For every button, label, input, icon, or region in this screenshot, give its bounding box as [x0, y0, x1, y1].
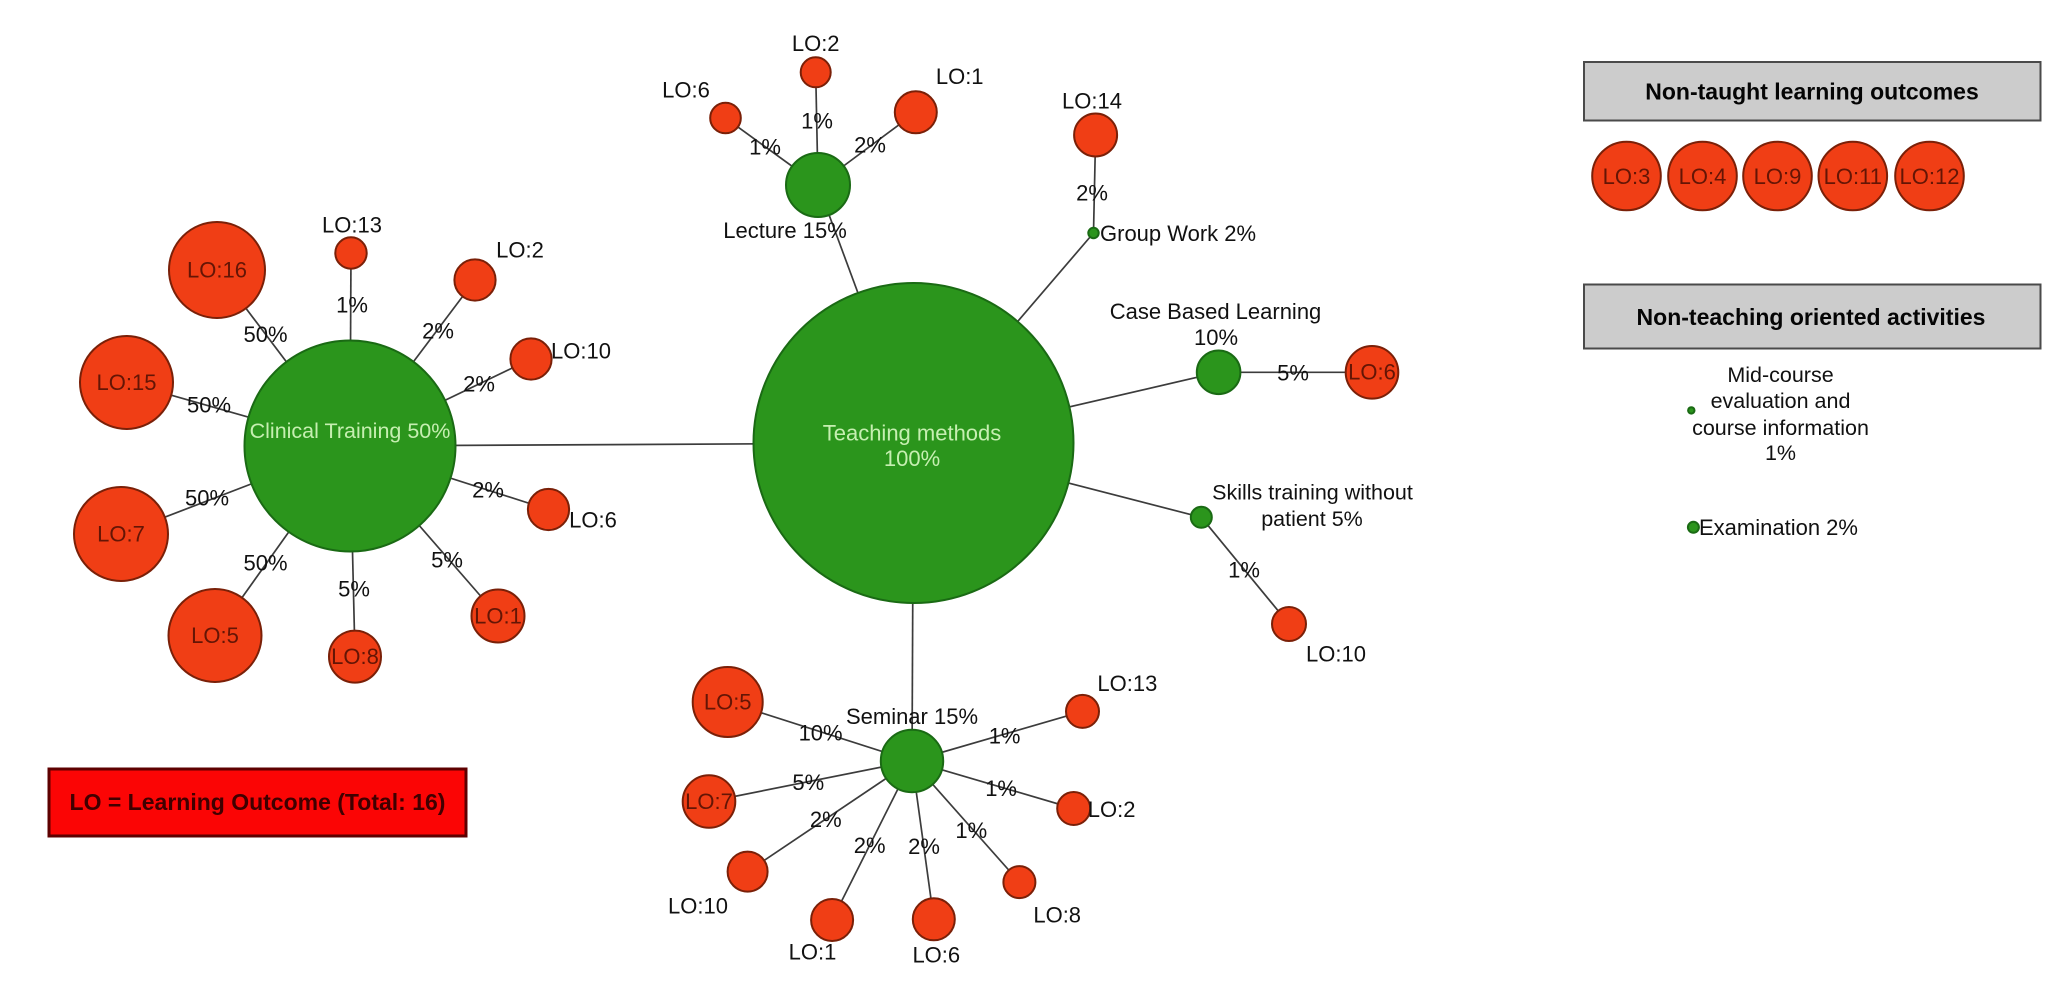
svg-text:LO:8: LO:8 [1033, 903, 1081, 928]
svg-text:LO:8: LO:8 [331, 644, 379, 669]
svg-text:Lecture 15%: Lecture 15% [723, 218, 847, 243]
svg-text:patient 5%: patient 5% [1261, 507, 1363, 531]
svg-text:Teaching methods: Teaching methods [823, 421, 1002, 446]
svg-text:LO:10: LO:10 [551, 339, 611, 364]
svg-text:2%: 2% [908, 834, 940, 859]
svg-text:LO:7: LO:7 [97, 522, 145, 547]
svg-text:1%: 1% [989, 724, 1021, 749]
svg-text:10%: 10% [1194, 325, 1238, 350]
svg-text:Seminar 15%: Seminar 15% [846, 704, 978, 729]
svg-text:Non-taught learning outcomes: Non-taught learning outcomes [1645, 79, 1979, 105]
svg-text:10%: 10% [799, 721, 843, 746]
svg-text:Examination 2%: Examination 2% [1699, 515, 1858, 540]
svg-text:Mid-course: Mid-course [1727, 363, 1833, 387]
svg-text:Clinical Training 50%: Clinical Training 50% [250, 419, 451, 443]
svg-text:1%: 1% [1228, 558, 1260, 583]
svg-text:2%: 2% [810, 807, 842, 832]
svg-text:1%: 1% [1765, 441, 1796, 465]
svg-text:LO:7: LO:7 [685, 789, 733, 814]
svg-text:50%: 50% [187, 393, 231, 418]
svg-text:LO:12: LO:12 [1900, 164, 1960, 189]
svg-text:LO:11: LO:11 [1824, 164, 1882, 189]
svg-text:evaluation and: evaluation and [1711, 389, 1851, 413]
svg-text:LO:1: LO:1 [789, 940, 837, 965]
svg-text:5%: 5% [431, 548, 463, 573]
svg-text:LO:4: LO:4 [1679, 164, 1727, 189]
svg-text:LO:13: LO:13 [1097, 671, 1157, 696]
svg-text:LO:10: LO:10 [668, 894, 728, 919]
svg-text:Group Work 2%: Group Work 2% [1100, 221, 1256, 246]
svg-text:LO:1: LO:1 [474, 604, 522, 629]
svg-text:1%: 1% [336, 293, 368, 318]
svg-text:50%: 50% [185, 486, 229, 511]
svg-text:LO:6: LO:6 [662, 78, 710, 103]
svg-text:LO:14: LO:14 [1062, 89, 1122, 114]
svg-text:LO:5: LO:5 [191, 623, 239, 648]
svg-text:LO:1: LO:1 [936, 64, 984, 89]
svg-text:course information: course information [1692, 416, 1869, 440]
svg-text:2%: 2% [1076, 181, 1108, 206]
svg-text:50%: 50% [243, 551, 287, 576]
svg-text:Skills training without: Skills training without [1212, 481, 1413, 505]
svg-text:100%: 100% [884, 446, 940, 471]
svg-text:LO:10: LO:10 [1306, 642, 1366, 667]
svg-text:1%: 1% [955, 818, 987, 843]
svg-text:LO:16: LO:16 [187, 258, 247, 283]
svg-text:LO:2: LO:2 [792, 31, 840, 56]
svg-text:LO:6: LO:6 [1348, 360, 1396, 385]
svg-text:Case Based Learning: Case Based Learning [1110, 299, 1322, 324]
svg-text:LO:3: LO:3 [1603, 164, 1651, 189]
svg-text:LO:2: LO:2 [496, 238, 544, 263]
svg-text:LO:6: LO:6 [569, 508, 617, 533]
svg-text:LO:6: LO:6 [912, 943, 960, 968]
svg-text:Non-teaching oriented activiti: Non-teaching oriented activities [1637, 304, 1986, 330]
svg-text:LO = Learning Outcome (Total:: LO = Learning Outcome (Total: 16) [70, 789, 446, 815]
svg-text:LO:9: LO:9 [1754, 164, 1802, 189]
svg-text:2%: 2% [472, 478, 504, 503]
svg-text:2%: 2% [422, 319, 454, 344]
svg-text:LO:2: LO:2 [1088, 797, 1136, 822]
svg-text:5%: 5% [1277, 361, 1309, 386]
svg-text:50%: 50% [243, 322, 287, 347]
svg-text:5%: 5% [792, 770, 824, 795]
svg-text:5%: 5% [338, 577, 370, 602]
svg-text:1%: 1% [749, 135, 781, 160]
svg-text:2%: 2% [463, 372, 495, 397]
svg-text:2%: 2% [854, 133, 886, 158]
svg-text:1%: 1% [801, 109, 833, 134]
svg-text:2%: 2% [854, 833, 886, 858]
svg-text:1%: 1% [985, 776, 1017, 801]
svg-text:LO:15: LO:15 [97, 370, 157, 395]
svg-text:LO:5: LO:5 [704, 690, 752, 715]
svg-text:LO:13: LO:13 [322, 213, 382, 238]
